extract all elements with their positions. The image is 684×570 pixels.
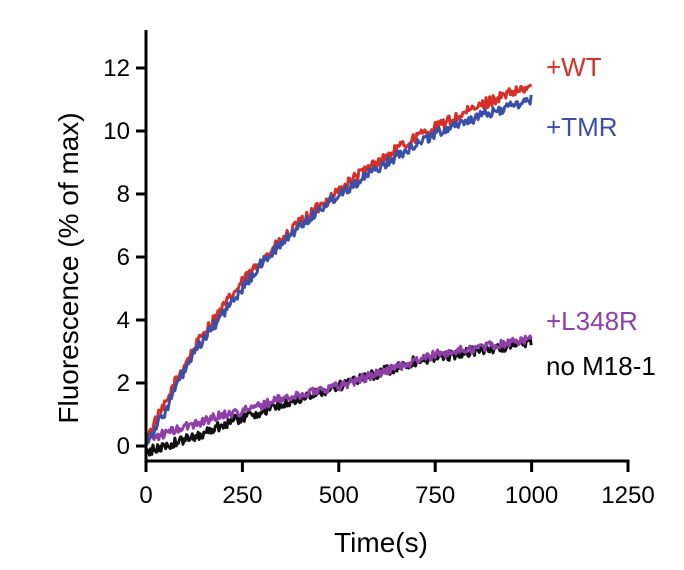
x-tick-label: 500 <box>319 482 359 509</box>
y-tick-label: 8 <box>117 181 130 208</box>
series-line-l348r <box>145 334 533 442</box>
y-axis-title: Fluorescence (% of max) <box>53 112 84 423</box>
y-tick-label: 0 <box>117 433 130 460</box>
plot-lines <box>144 83 533 457</box>
x-tick-label: 250 <box>222 482 262 509</box>
x-tick-label: 1250 <box>601 482 654 509</box>
x-axis: 0 250 500 750 1000 1250 <box>139 459 655 509</box>
series-line-tmr <box>144 94 533 447</box>
x-tick-label: 1000 <box>505 482 558 509</box>
y-tick-label: 6 <box>117 244 130 271</box>
y-tick-label: 12 <box>103 55 130 82</box>
x-tick-label: 0 <box>139 482 152 509</box>
legend: +WT +TMR +L348R no M18-1 <box>546 52 656 381</box>
x-ticks: 0 250 500 750 1000 1250 <box>139 461 655 509</box>
y-tick-label: 2 <box>117 370 130 397</box>
y-tick-label: 4 <box>117 307 130 334</box>
series-line-no-m18-1 <box>145 335 533 457</box>
y-ticks: 0 2 4 6 8 10 12 <box>103 55 146 460</box>
y-tick-label: 10 <box>103 118 130 145</box>
legend-label-no-m18-1: no M18-1 <box>546 351 656 381</box>
y-axis: 0 2 4 6 8 10 12 <box>103 30 148 461</box>
x-axis-title: Time(s) <box>334 527 428 558</box>
x-tick-label: 750 <box>415 482 455 509</box>
legend-label-l348r: +L348R <box>546 306 638 336</box>
legend-label-wt: +WT <box>546 52 602 82</box>
legend-label-tmr: +TMR <box>546 112 618 142</box>
